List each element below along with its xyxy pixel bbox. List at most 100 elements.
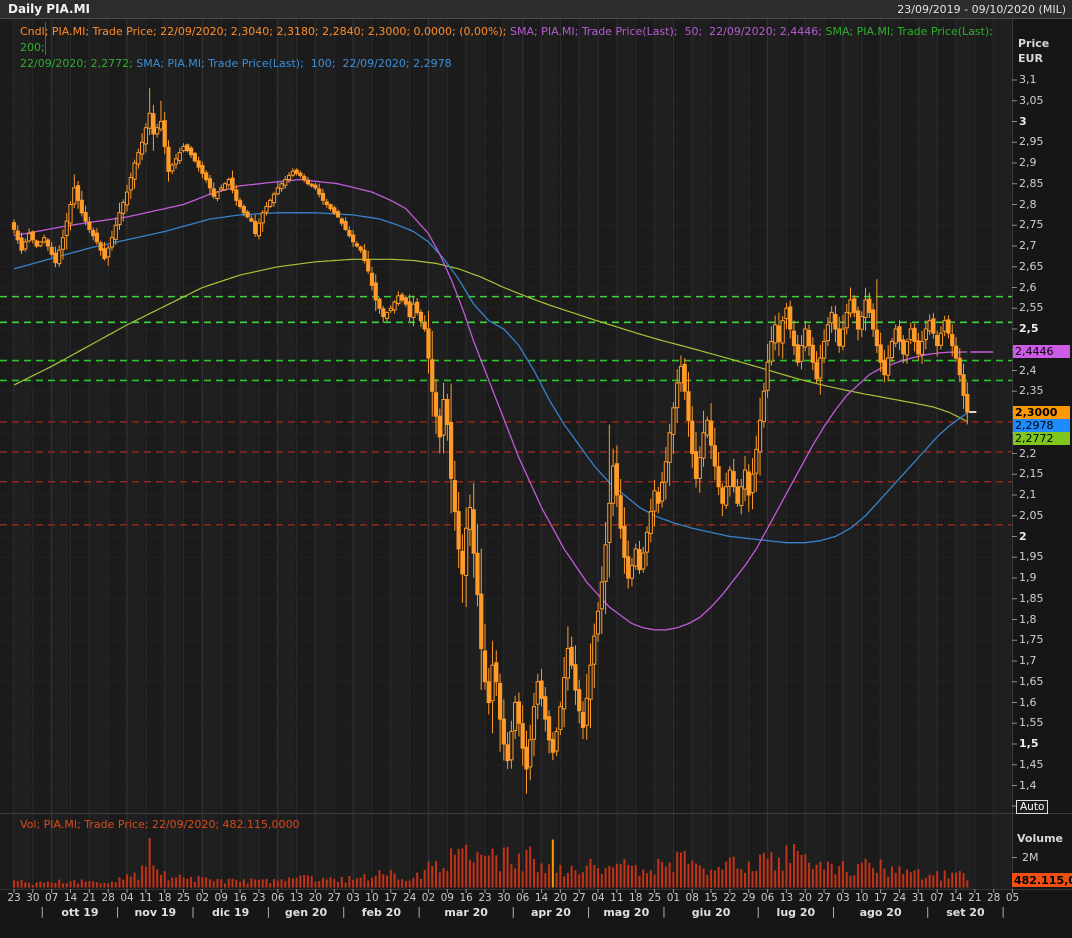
date-tick-label: 11 [610, 892, 624, 904]
candle-body [98, 242, 103, 251]
candle-body [147, 112, 152, 129]
volume-bar [235, 879, 238, 888]
candle-body [305, 179, 311, 185]
volume-bar [585, 865, 588, 888]
candle-body [611, 465, 616, 504]
candle-body [362, 249, 367, 262]
volume-bar [107, 883, 110, 888]
volume-bar [578, 874, 581, 888]
candle-body [822, 340, 827, 359]
candle-body [659, 482, 665, 502]
volume-bar [721, 869, 724, 888]
candle-body [109, 237, 115, 248]
price-tick-label: 3 [1019, 114, 1027, 128]
candle-body [102, 248, 107, 259]
volume-bar [295, 877, 298, 888]
candle-body [328, 204, 333, 210]
candle-body [539, 680, 544, 699]
candle-body [938, 332, 944, 346]
candle-body [53, 252, 58, 264]
candle-body [275, 187, 280, 195]
volume-bar [431, 866, 434, 888]
candle-body [309, 183, 314, 187]
candle-body [256, 222, 262, 237]
volume-bar [480, 854, 483, 888]
volume-bar [679, 852, 682, 888]
candle-body [181, 145, 186, 152]
price-tick-label: 2,7 [1019, 239, 1037, 252]
volume-bar [20, 880, 23, 888]
volume-bar [951, 872, 954, 888]
candle-body [848, 299, 853, 314]
candle-body [79, 199, 84, 214]
month-label: mag 20 [603, 906, 650, 919]
volume-bar [491, 848, 494, 888]
candle-body [381, 308, 386, 318]
candle-body [497, 682, 503, 720]
date-tick-label: 16 [233, 892, 247, 904]
candle-body [678, 365, 684, 384]
date-tick-label: 09 [440, 892, 454, 904]
volume-bar [853, 875, 856, 888]
volume-last-badge: 482.115,0 [1012, 873, 1072, 887]
date-tick-label: 29 [742, 892, 756, 904]
legend-row-2: 22/09/2020; 2,2772; SMA; PIA.MI; Trade P… [20, 56, 1010, 72]
candle-body [354, 243, 359, 247]
volume-bar [717, 866, 720, 888]
volume-bar [593, 865, 596, 888]
candle-body [192, 152, 197, 162]
volume-bar [310, 876, 313, 888]
candle-body [727, 469, 733, 487]
candle-body [844, 311, 849, 329]
candle-body [26, 233, 32, 242]
auto-scale-button[interactable]: Auto [1016, 800, 1049, 814]
candle-body [411, 303, 416, 318]
volume-bar [909, 872, 912, 888]
candle-body [155, 127, 160, 135]
date-tick-label: 03 [346, 892, 360, 904]
price-tick-label: 2,4 [1019, 363, 1037, 377]
date-tick-label: 28 [101, 892, 115, 904]
volume-bar [612, 867, 615, 888]
candle-body [388, 307, 393, 312]
candle-body [829, 311, 834, 324]
price-tick-label: 2,15 [1019, 467, 1044, 481]
candle-body [648, 511, 653, 534]
volume-bar [269, 883, 272, 888]
volume-bar [514, 868, 517, 888]
candle-body [121, 201, 126, 214]
candle-body [230, 177, 235, 191]
volume-bar [781, 870, 784, 888]
month-separator: | [417, 905, 421, 918]
month-label: ott 19 [61, 906, 99, 919]
volume-bar [792, 844, 795, 888]
volume-bar [815, 864, 818, 888]
volume-bar [242, 879, 245, 888]
volume-bar [747, 861, 750, 888]
candle-body [158, 121, 164, 130]
volume-bar [875, 872, 878, 888]
volume-bar [205, 877, 208, 888]
volume-bar [461, 848, 464, 888]
candle-body [878, 344, 883, 363]
volume-bar [943, 870, 946, 888]
price-badge-last: 2,3000 [1013, 405, 1070, 419]
volume-bar [69, 881, 72, 888]
volume-bar [193, 881, 196, 888]
volume-bar [657, 858, 660, 888]
volume-bar [634, 865, 637, 888]
volume-bar [61, 883, 64, 888]
candle-body [196, 160, 201, 168]
page-title: Daily PIA.MI [8, 2, 91, 16]
volume-bar [344, 882, 347, 888]
date-range-label: 23/09/2019 - 09/10/2020 (MIL) [897, 2, 1066, 16]
volume-bar [329, 877, 332, 888]
price-tick-label: 1,85 [1019, 591, 1044, 605]
month-separator: | [925, 905, 930, 918]
volume-bar [77, 883, 80, 888]
volume-bar [894, 872, 897, 888]
date-tick-label: 23 [478, 892, 492, 904]
candle-body [882, 359, 887, 376]
volume-bar [171, 877, 174, 888]
